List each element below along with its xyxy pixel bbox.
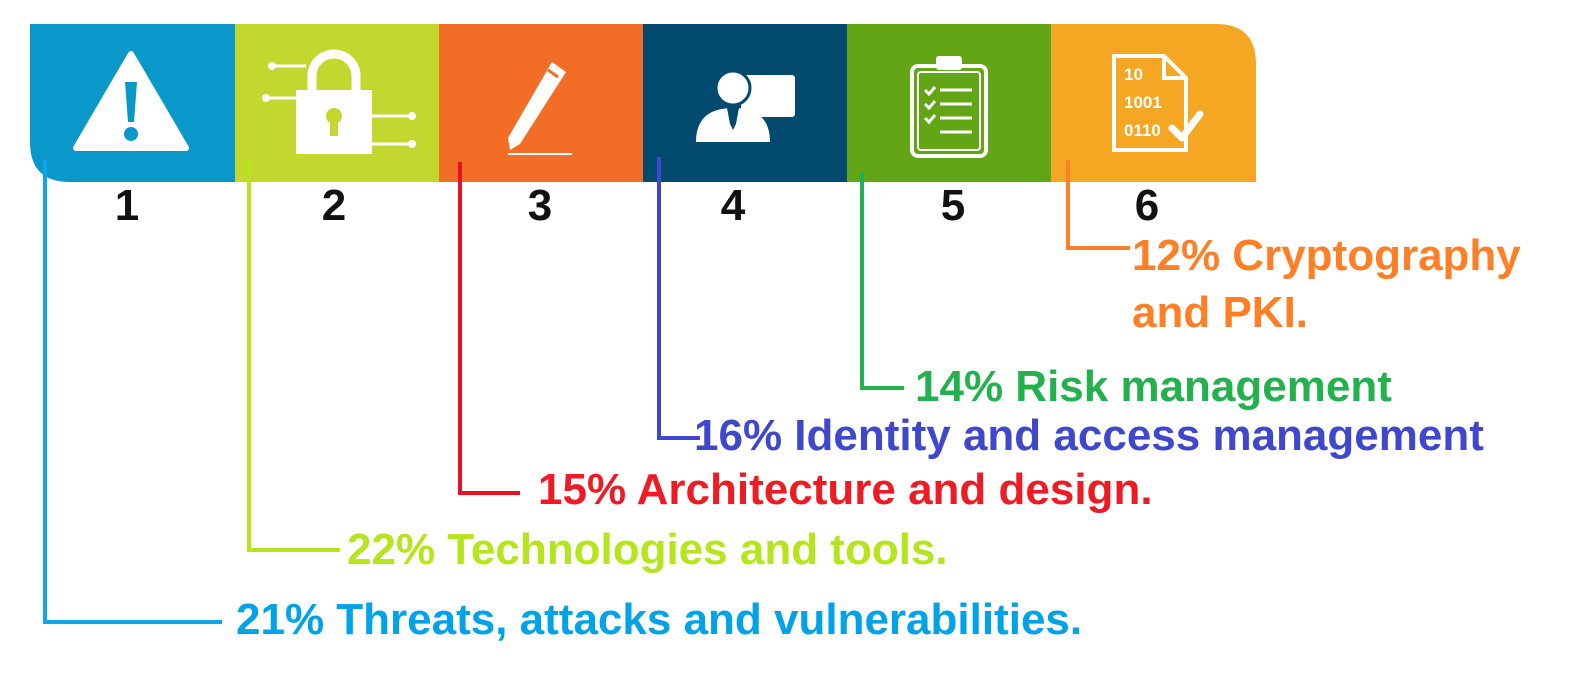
segment-number-2: 2 <box>321 181 347 230</box>
label-item-5: 14% Risk management <box>915 362 1392 411</box>
pen-icon <box>508 62 572 155</box>
label-item-6-line-1: 12% Cryptography <box>1132 231 1521 280</box>
label-item-1: 21% Threats, attacks and vulnerabilities… <box>236 595 1083 644</box>
connector-4 <box>657 157 700 440</box>
segment-number-3: 3 <box>527 181 553 230</box>
warning-icon <box>73 51 189 151</box>
label-item-3: 15% Architecture and design. <box>538 465 1153 514</box>
label-item-6-line-2: and PKI. <box>1132 288 1309 337</box>
connector-1 <box>43 160 222 624</box>
presenter-icon <box>696 69 795 142</box>
binary-document-check-icon: 10 1001 0110 <box>1112 54 1204 152</box>
segment-number-6: 6 <box>1134 181 1160 230</box>
connector-5 <box>860 172 904 390</box>
clipboard-checklist-icon <box>910 56 988 158</box>
connector-2 <box>247 160 340 552</box>
segment-number-1: 1 <box>114 181 140 230</box>
connector-3 <box>458 162 520 495</box>
segment-number-4: 4 <box>720 181 746 230</box>
padlock-circuit-icon <box>262 49 416 154</box>
connector-6 <box>1066 160 1130 250</box>
binary-line-1: 10 <box>1124 65 1143 84</box>
label-item-4: 16% Identity and access management <box>694 411 1484 460</box>
binary-line-2: 1001 <box>1124 93 1162 112</box>
binary-line-3: 0110 <box>1124 121 1161 140</box>
segment-number-5: 5 <box>940 181 966 230</box>
segment-6-bg <box>1051 24 1256 182</box>
label-item-2: 22% Technologies and tools. <box>347 525 948 574</box>
